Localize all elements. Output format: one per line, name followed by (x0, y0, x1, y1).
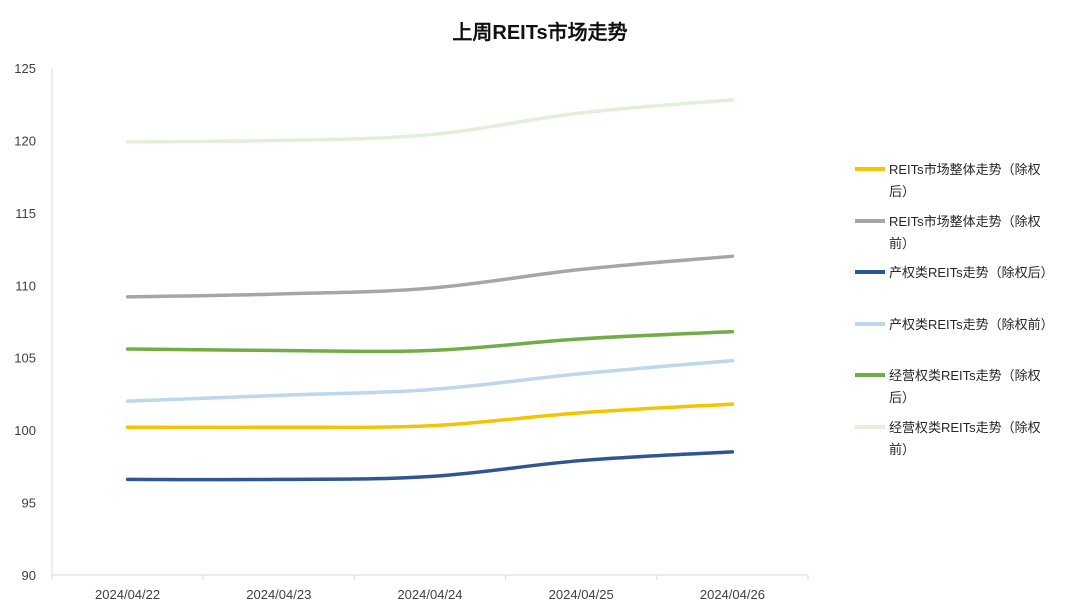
y-tick-label: 105 (14, 351, 36, 366)
series-line-1 (125, 254, 735, 299)
series-line-5 (125, 98, 735, 144)
legend-swatch (855, 218, 885, 223)
legend-swatch (855, 424, 885, 429)
legend-item: 产权类REITs走势（除权前） (855, 313, 1070, 365)
legend-label: 经营权类REITs走势（除权 后） (889, 368, 1041, 405)
legend-item: 经营权类REITs走势（除权 后） (855, 364, 1070, 416)
legend-item: 产权类REITs走势（除权后） (855, 261, 1070, 313)
y-tick-label: 110 (15, 278, 36, 293)
legend-item: REITs市场整体走势（除权 后） (855, 158, 1070, 210)
legend-label: 产权类REITs走势（除权后） (889, 265, 1054, 280)
legend-label: REITs市场整体走势（除权 后） (889, 162, 1041, 199)
series-line-3 (125, 358, 735, 403)
x-tick-label: 2024/04/24 (397, 587, 462, 602)
series-line-4 (125, 329, 735, 354)
y-tick-label: 100 (14, 423, 36, 438)
legend-swatch (855, 167, 885, 171)
legend-item: 经营权类REITs走势（除权 前） (855, 416, 1070, 468)
y-tick-label: 115 (15, 206, 36, 221)
legend-swatch (855, 373, 885, 377)
legend-swatch (855, 270, 885, 274)
legend-item: REITs市场整体走势（除权 前） (855, 210, 1070, 262)
y-tick-label: 120 (14, 133, 36, 148)
y-tick-label: 125 (14, 61, 36, 76)
chart-legend: REITs市场整体走势（除权 后） REITs市场整体走势（除权 前） 产权类RE… (855, 158, 1070, 467)
x-axis-ticks: 2024/04/22 2024/04/23 2024/04/24 2024/04/25… (51, 575, 809, 602)
legend-swatch (855, 321, 885, 326)
series-lines (125, 98, 735, 482)
legend-label: REITs市场整体走势（除权 前） (889, 213, 1041, 251)
x-tick-label: 2024/04/26 (700, 587, 765, 602)
legend-label: 产权类REITs走势（除权前） (889, 316, 1054, 332)
x-tick-label: 2024/04/23 (246, 587, 311, 602)
chart-title: 上周REITs市场走势 (452, 20, 627, 44)
x-tick-label: 2024/04/22 (95, 587, 160, 602)
series-line-0 (125, 402, 735, 430)
legend-label: 经营权类REITs走势（除权 前） (889, 419, 1041, 457)
y-tick-label: 95 (22, 496, 36, 511)
series-line-2 (125, 450, 735, 482)
y-tick-label: 90 (22, 568, 36, 583)
y-axis-ticks: 90 95 100 105 110 115 120 125 (14, 61, 36, 583)
x-tick-label: 2024/04/25 (549, 587, 614, 602)
